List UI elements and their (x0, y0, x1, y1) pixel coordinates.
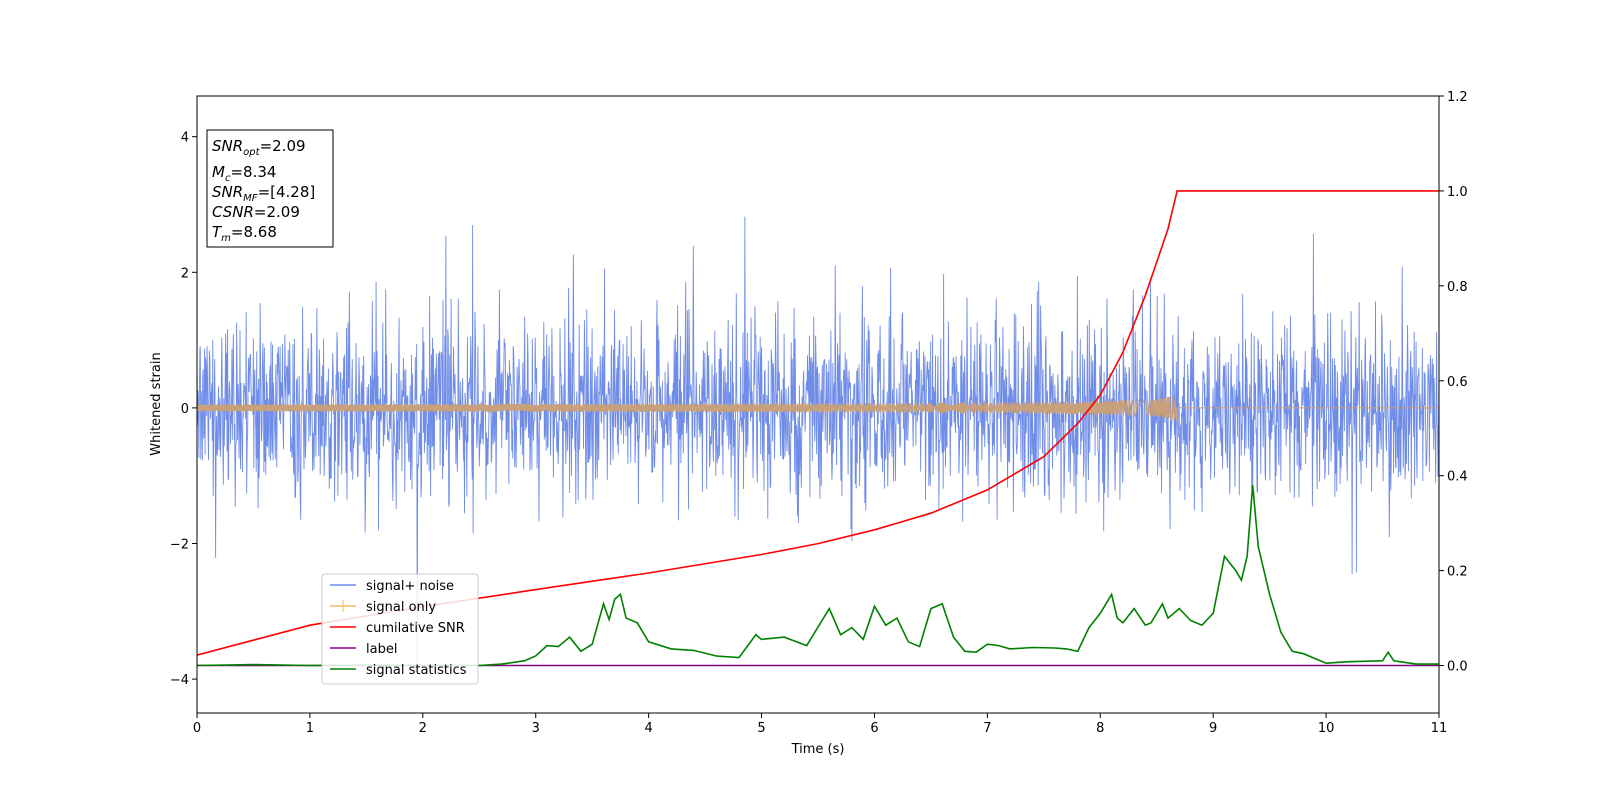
info-snr-opt: SNRopt=2.09 (212, 137, 306, 158)
x-tick-label: 4 (644, 721, 652, 736)
x-tick-label: 3 (532, 721, 540, 736)
signal-noise-line (197, 216, 1439, 671)
y2-tick-label: 0.6 (1447, 375, 1468, 390)
y2-tick-label: 0.2 (1447, 565, 1468, 580)
x-tick-label: 0 (193, 721, 201, 736)
legend-label-signal-only: signal only (366, 600, 436, 615)
y2-tick-label: 1.2 (1447, 90, 1468, 105)
info-box-frame (206, 129, 334, 248)
x-tick-label: 10 (1318, 721, 1335, 736)
y-tick-label: 2 (181, 266, 189, 281)
info-mc: Mc=8.34 (212, 163, 276, 184)
info-box: SNRopt=2.09 Mc=8.34 SNRMF=[4.28] CSNR=2.… (206, 129, 334, 248)
legend-label-signal-noise: signal+ noise (366, 579, 454, 594)
legend-label-cumulative-snr: cumilative SNR (366, 621, 465, 636)
axis-ticks: 0 1 2 3 4 5 6 7 8 9 10 11 −4 −2 0 2 4 0.0 0.2 0.4 0.6 0.8 1.0 1… (170, 90, 1468, 736)
legend: signal+ noise signal only cumilative SNR… (321, 573, 479, 685)
signal-only-line (197, 395, 1439, 421)
cumulative-snr-line (197, 190, 1439, 656)
x-tick-label: 7 (983, 721, 991, 736)
y-tick-label: 4 (181, 131, 189, 146)
x-tick-label: 5 (757, 721, 765, 736)
x-tick-label: 6 (870, 721, 878, 736)
info-csnr: CSNR=2.09 (212, 203, 300, 221)
y2-tick-label: 0.0 (1447, 660, 1468, 675)
x-axis-label: Time (s) (791, 742, 845, 757)
y-tick-label: −4 (170, 673, 189, 688)
legend-frame (321, 573, 479, 685)
x-tick-label: 9 (1209, 721, 1217, 736)
plot-frame (196, 95, 1440, 714)
y2-tick-label: 0.8 (1447, 280, 1468, 295)
legend-label-signal-statistics: signal statistics (366, 663, 467, 678)
x-tick-label: 2 (419, 721, 427, 736)
info-tm: Tm=8.68 (212, 223, 277, 244)
x-tick-label: 11 (1431, 721, 1448, 736)
y-tick-label: 0 (181, 402, 189, 417)
x-tick-label: 8 (1096, 721, 1104, 736)
y-tick-label: −2 (170, 537, 189, 552)
legend-label-label: label (366, 642, 397, 657)
y-axis-label: Whitened strain (149, 352, 164, 455)
signal-statistics-line (197, 485, 1439, 667)
info-snr-mf: SNRMF=[4.28] (212, 183, 315, 204)
x-tick-label: 1 (306, 721, 314, 736)
y2-tick-label: 0.4 (1447, 470, 1468, 485)
y2-tick-label: 1.0 (1447, 185, 1468, 200)
